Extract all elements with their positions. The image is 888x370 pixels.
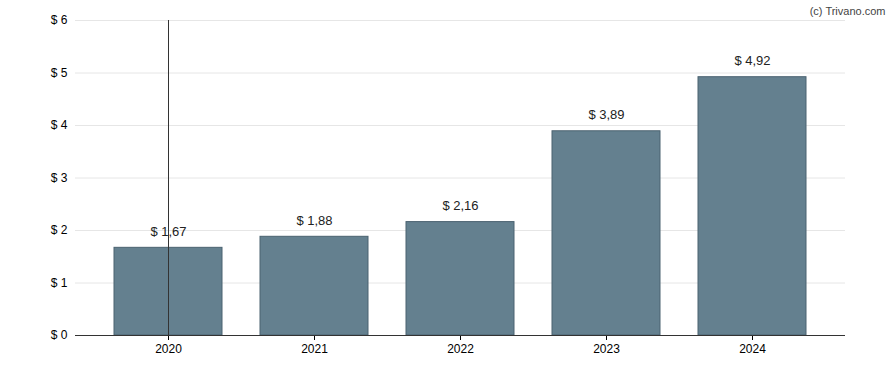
svg-text:$ 3: $ 3: [51, 171, 68, 185]
svg-text:$ 3,89: $ 3,89: [588, 107, 624, 122]
svg-text:$ 2,16: $ 2,16: [442, 198, 478, 213]
svg-text:2024: 2024: [739, 342, 766, 356]
svg-text:(c) Trivano.com: (c) Trivano.com: [810, 5, 886, 17]
svg-text:$ 6: $ 6: [51, 13, 68, 27]
svg-text:$ 4,92: $ 4,92: [734, 53, 770, 68]
svg-text:2020: 2020: [155, 342, 182, 356]
svg-text:2023: 2023: [593, 342, 620, 356]
svg-text:$ 5: $ 5: [51, 66, 68, 80]
svg-text:2021: 2021: [301, 342, 328, 356]
svg-text:$ 4: $ 4: [51, 118, 68, 132]
svg-text:$ 1,88: $ 1,88: [296, 213, 332, 228]
svg-text:$ 0: $ 0: [51, 328, 68, 342]
svg-text:$ 2: $ 2: [51, 223, 68, 237]
svg-text:$ 1,67: $ 1,67: [150, 224, 187, 239]
svg-text:2022: 2022: [447, 342, 474, 356]
svg-text:$ 1: $ 1: [51, 276, 68, 290]
